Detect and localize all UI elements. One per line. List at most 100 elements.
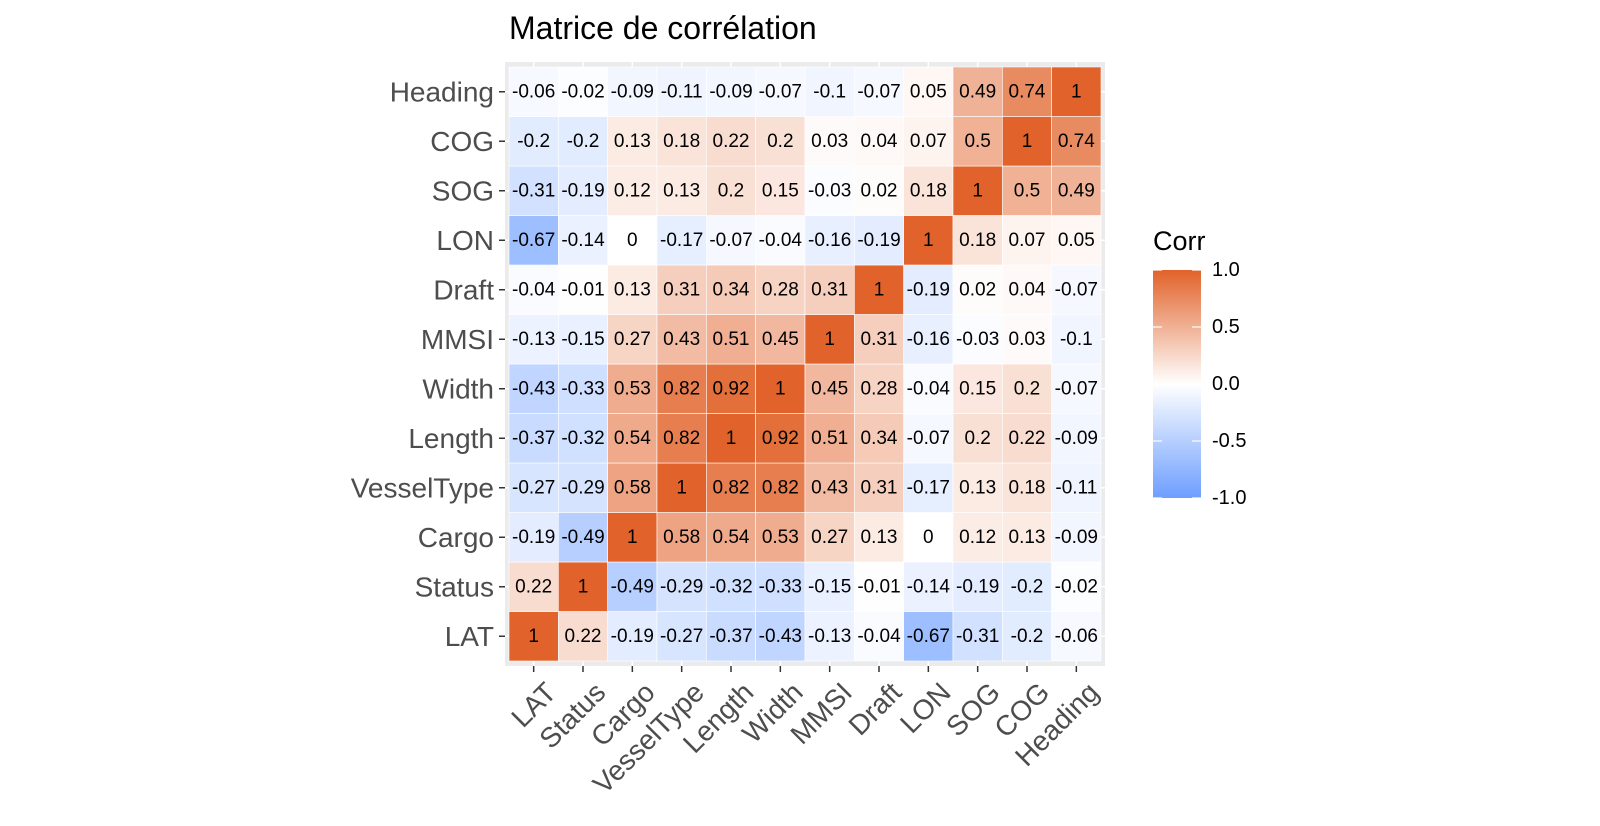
heatmap-cell — [854, 314, 904, 365]
cell-value-label: -0.06 — [1055, 626, 1098, 647]
cell-value-label: 0.05 — [910, 81, 947, 102]
cell-value-label: -0.33 — [759, 576, 802, 597]
heatmap-cell — [952, 264, 1003, 315]
heatmap-cell — [804, 413, 855, 464]
cell-value-label: 1 — [775, 378, 786, 399]
heatmap-cell — [804, 462, 855, 513]
cell-value-label: 1 — [726, 428, 737, 449]
legend-ticks: 1.0 0.5 0.0 -0.5 -1.0 — [1153, 259, 1246, 509]
cell-value-label: -0.07 — [857, 81, 900, 102]
legend-tick-label: 0.0 — [1212, 373, 1240, 395]
heatmap-cell — [952, 512, 1003, 563]
heatmap-cell — [755, 314, 806, 365]
heatmap-cell — [656, 561, 707, 612]
heatmap-cell — [903, 314, 954, 365]
heatmap-cell — [706, 561, 756, 612]
heatmap-cell — [656, 116, 707, 167]
cell-value-label: -0.37 — [512, 428, 555, 449]
cell-value-label: 0.2 — [718, 180, 744, 201]
y-tick-label: COG — [430, 126, 494, 157]
cell-value-label: -0.31 — [956, 626, 999, 647]
cell-value-label: 0.07 — [910, 131, 947, 152]
cell-value-label: 1 — [824, 329, 835, 350]
y-tick-label: SOG — [432, 175, 494, 206]
heatmap-cell — [952, 215, 1003, 266]
cell-value-label: 0.04 — [1009, 279, 1046, 300]
heatmap-cell — [1051, 215, 1102, 266]
cell-value-label: 0.34 — [713, 279, 750, 300]
cell-value-label: -0.2 — [1011, 626, 1044, 647]
heatmap-cell — [1051, 116, 1102, 167]
cell-value-label: 0.43 — [663, 329, 700, 350]
cell-value-label: 0.13 — [614, 131, 651, 152]
heatmap-cell — [508, 561, 559, 612]
cell-value-label: -0.17 — [907, 477, 950, 498]
heatmap-cell — [755, 413, 806, 464]
cell-value-label: -0.13 — [512, 329, 555, 350]
y-tick-label: Length — [408, 423, 494, 454]
heatmap-cell — [903, 561, 954, 612]
heatmap-cell — [558, 314, 608, 365]
cell-value-label: 0.13 — [861, 527, 898, 548]
cell-value-label: -0.09 — [709, 81, 752, 102]
cell-value-label: 0.05 — [1058, 230, 1095, 251]
heatmap-cell — [903, 66, 954, 117]
heatmap-cell — [952, 561, 1003, 612]
heatmap-cell — [558, 413, 608, 464]
heatmap-cell — [1051, 611, 1102, 662]
cell-value-label: 0.82 — [762, 477, 799, 498]
heatmap-cell — [1002, 611, 1052, 662]
cell-value-label: -0.43 — [759, 626, 802, 647]
heatmap-cell — [854, 413, 904, 464]
cell-value-label: -0.06 — [512, 81, 555, 102]
heatmap-cell — [755, 264, 806, 315]
cell-value-label: 0.18 — [959, 230, 996, 251]
heatmap-cell — [1051, 413, 1102, 464]
cell-value-label: -0.67 — [907, 626, 950, 647]
heatmap-cell — [1002, 66, 1052, 117]
cell-value-label: -0.19 — [561, 180, 604, 201]
cell-value-label: 0.31 — [811, 279, 848, 300]
heatmap-cell — [804, 264, 855, 315]
cell-value-label: -0.14 — [561, 230, 605, 251]
heatmap-cell — [952, 165, 1003, 216]
cell-value-label: 0.12 — [614, 180, 651, 201]
heatmap-cell — [656, 413, 707, 464]
heatmap-cell — [508, 264, 559, 315]
cell-value-label: 1 — [923, 230, 934, 251]
cell-value-label: 0.13 — [1009, 527, 1046, 548]
cell-value-label: -0.2 — [567, 131, 600, 152]
heatmap-cell — [1051, 165, 1102, 216]
x-tick-label: Draft — [843, 676, 908, 741]
cell-value-label: 0.28 — [762, 279, 799, 300]
heatmap-cell — [952, 363, 1003, 414]
heatmap-cell — [755, 611, 806, 662]
cell-value-label: 0.31 — [861, 477, 898, 498]
heatmap-cell — [706, 363, 756, 414]
cell-value-label: -0.27 — [660, 626, 703, 647]
legend-tick-label: -1.0 — [1212, 487, 1246, 509]
cell-value-label: 0.43 — [811, 477, 848, 498]
cell-value-label: 0.2 — [964, 428, 990, 449]
heatmap-cell — [1002, 462, 1052, 513]
heatmap-cell — [508, 363, 559, 414]
cell-value-label: 0.92 — [762, 428, 799, 449]
heatmap-cell — [558, 561, 608, 612]
cell-value-label: 0.45 — [811, 378, 848, 399]
heatmap-cell — [558, 66, 608, 117]
cell-value-label: 0.13 — [959, 477, 996, 498]
cell-value-label: 0.31 — [663, 279, 700, 300]
cell-value-label: 1 — [972, 180, 983, 201]
cell-value-label: 1 — [676, 477, 687, 498]
cell-value-label: -0.09 — [611, 81, 654, 102]
cell-value-label: -0.04 — [857, 626, 901, 647]
cell-value-label: 0.02 — [861, 180, 898, 201]
cell-value-label: 0.2 — [1014, 378, 1040, 399]
heatmap-cell — [607, 264, 658, 315]
heatmap-cell — [952, 611, 1003, 662]
x-tick-label: SOG — [940, 676, 1006, 742]
cell-value-label: -0.07 — [907, 428, 950, 449]
heatmap-cell — [558, 363, 608, 414]
legend-tick-label: -0.5 — [1212, 430, 1246, 452]
y-tick-label: VesselType — [351, 472, 494, 503]
